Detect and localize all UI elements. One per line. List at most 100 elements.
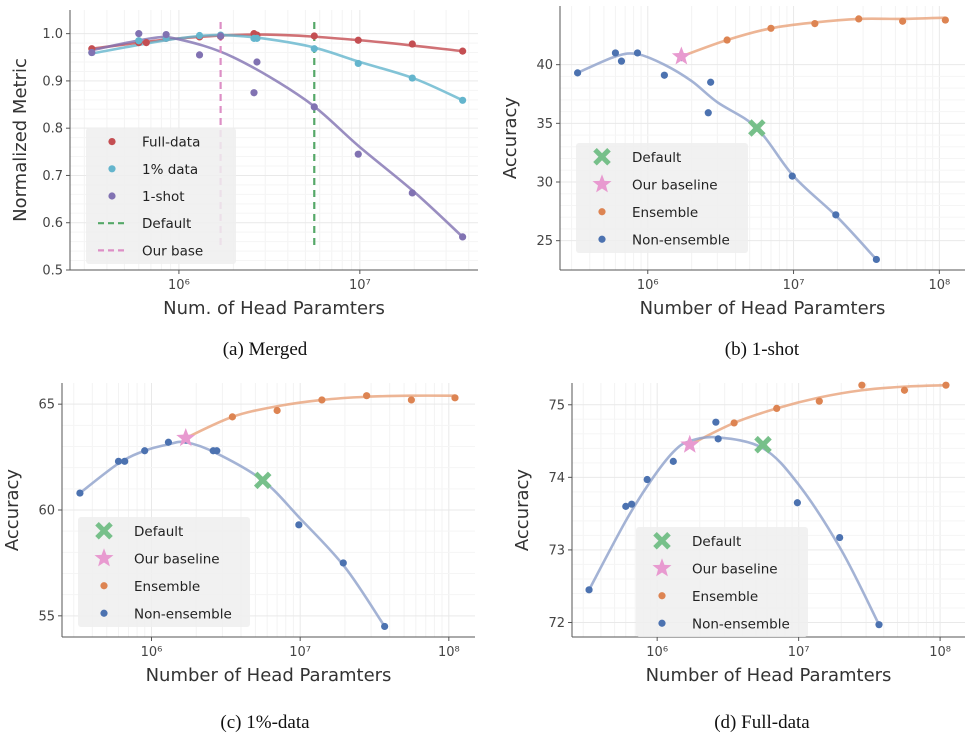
legend-marker	[94, 548, 114, 567]
data-point-1-shot	[135, 30, 143, 38]
data-point-ensemble	[451, 394, 459, 402]
data-point-non-ensemble	[617, 57, 626, 65]
data-point-ensemble	[855, 15, 863, 23]
legend: Default Our baseline Ensemble Non-ensemble	[576, 143, 748, 253]
data-point-non-ensemble	[643, 475, 651, 484]
data-point-1-shot	[88, 48, 96, 57]
data-point-our-baseline	[671, 46, 691, 65]
legend-box	[636, 527, 808, 637]
x-axis-label: Num. of Head Paramters	[163, 298, 385, 319]
y-tick-label: 30	[536, 176, 553, 191]
data-point-ensemble	[815, 397, 823, 405]
panel-caption: (c) 1%-data	[220, 712, 310, 733]
data-point-ensemble	[811, 20, 819, 28]
legend-marker	[658, 592, 666, 600]
data-point-1-shot	[354, 150, 362, 158]
y-tick-label: 0.7	[42, 169, 63, 184]
y-tick-label: 0.6	[42, 216, 63, 231]
legend-box	[86, 128, 236, 264]
legend-marker	[598, 235, 606, 243]
legend-marker	[592, 174, 612, 193]
legend-label: Full-data	[142, 135, 200, 151]
panel-caption: (d) Full-data	[714, 712, 810, 733]
y-tick-label: 72	[548, 616, 565, 631]
data-point-non-ensemble	[573, 69, 582, 77]
legend-label: Our baseline	[134, 551, 220, 567]
data-point-1-shot	[217, 32, 225, 40]
x-tick-label: 10⁶	[646, 645, 668, 660]
data-point-ensemble	[767, 24, 775, 32]
data-point-1-shot	[162, 30, 170, 39]
y-tick-label: 25	[536, 234, 553, 249]
data-point-ensemble	[723, 36, 731, 44]
chart-panel-a: 0.5 0.6 0.7 0.8 0.9 1.0 10⁶ 10⁷ Num. of Head Par…	[10, 10, 478, 360]
panel-caption: (b) 1-shot	[725, 339, 800, 360]
series-line	[689, 383, 946, 446]
data-point-non-ensemble	[213, 447, 221, 455]
legend: Default Our baseline Ensemble Non-ensemble	[78, 517, 250, 627]
data-point-ensemble	[228, 413, 236, 421]
x-tick-label: 10⁷	[349, 278, 371, 293]
legend-marker	[658, 619, 666, 627]
legend-label: Default	[142, 216, 191, 232]
legend-label: Our base	[142, 243, 203, 259]
x-tick-label: 10⁶	[141, 645, 163, 660]
legend-label: Our baseline	[632, 177, 718, 193]
legend-marker	[653, 531, 671, 550]
x-tick-label: 10⁷	[289, 645, 311, 660]
data-point-full-data	[408, 40, 416, 48]
series-line	[91, 33, 463, 53]
y-axis-label: Accuracy	[500, 97, 521, 180]
data-point-non-ensemble	[875, 621, 883, 629]
legend-label: Default	[692, 534, 741, 550]
data-point-1-data	[354, 59, 362, 68]
data-point-non-ensemble	[704, 109, 712, 117]
data-point-1-data	[195, 31, 204, 40]
y-tick-label: 73	[548, 543, 565, 558]
data-point-1-data	[253, 34, 261, 42]
data-point-full-data	[142, 39, 150, 47]
x-tick-label: 10⁶	[168, 278, 190, 293]
data-point-ensemble	[941, 16, 949, 24]
y-tick-label: 35	[536, 117, 553, 132]
x-tick-label: 10⁶	[637, 278, 659, 293]
data-point-default	[754, 435, 772, 454]
data-point-our-baseline	[680, 434, 700, 453]
data-point-non-ensemble	[381, 622, 389, 631]
data-point-ensemble	[273, 406, 281, 415]
data-point-1-shot	[253, 58, 261, 66]
data-point-default	[253, 471, 272, 490]
data-point-non-ensemble	[76, 489, 84, 497]
data-point-non-ensemble	[788, 172, 796, 180]
legend-label: Default	[632, 150, 681, 166]
y-axis-label: Normalized Metric	[10, 58, 31, 222]
data-point-ensemble	[730, 419, 738, 427]
data-point-non-ensemble	[141, 447, 149, 455]
data-point-non-ensemble	[622, 502, 630, 510]
data-point-non-ensemble	[832, 211, 840, 219]
data-point-non-ensemble	[660, 71, 668, 79]
data-point-non-ensemble	[714, 435, 722, 443]
y-tick-label: 0.5	[42, 264, 63, 279]
y-tick-label: 40	[536, 58, 553, 73]
data-point-ensemble	[773, 404, 781, 412]
legend-marker	[108, 165, 116, 173]
legend-label: Non-ensemble	[632, 232, 730, 248]
y-tick-label: 55	[38, 609, 55, 624]
data-point-non-ensemble	[585, 586, 593, 594]
x-axis-label: Number of Head Paramters	[146, 665, 392, 686]
series-line	[587, 435, 881, 626]
data-point-1-shot	[310, 103, 318, 111]
data-point-non-ensemble	[633, 49, 642, 57]
data-point-non-ensemble	[295, 521, 303, 529]
x-tick-label: 10⁷	[788, 645, 810, 660]
legend-label: 1% data	[142, 162, 198, 178]
y-tick-label: 0.8	[42, 122, 63, 137]
legend-marker	[652, 558, 672, 577]
y-tick-label: 0.9	[42, 74, 63, 89]
legend-label: Non-ensemble	[134, 606, 232, 622]
legend-box	[78, 517, 250, 627]
legend-marker	[598, 208, 606, 216]
chart-panel-c: 55 60 65 10⁶ 10⁷ 10⁸ Number of Head Paramters A…	[2, 383, 475, 733]
data-point-non-ensemble	[793, 499, 801, 507]
